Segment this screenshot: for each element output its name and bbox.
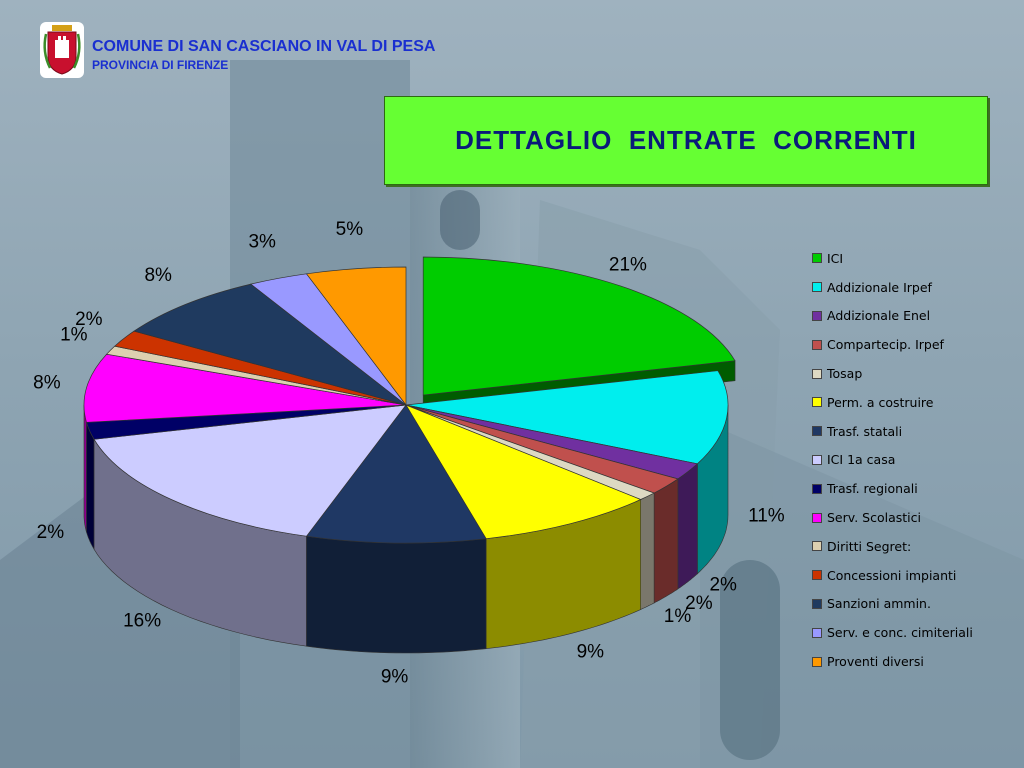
legend-swatch-0 xyxy=(812,253,822,264)
pie-label-2: 2% xyxy=(709,574,737,595)
legend-label-8: Trasf. regionali xyxy=(827,481,918,497)
legend-swatch-6 xyxy=(812,426,822,437)
legend-label-7: ICI 1a casa xyxy=(827,452,896,468)
legend-swatch-10 xyxy=(812,541,822,552)
title-box: DETTAGLIO ENTRATE CORRENTI xyxy=(384,96,988,185)
legend-item-5: Perm. a costruire xyxy=(812,388,973,417)
pie-label-14: 5% xyxy=(336,219,364,240)
legend-swatch-13 xyxy=(812,627,822,638)
pie-slice-12 xyxy=(133,283,407,406)
pie-side-9 xyxy=(83,405,87,533)
org-province: PROVINCIA DI FIRENZE xyxy=(92,58,229,72)
pie-slice-9 xyxy=(83,353,407,423)
legend-swatch-8 xyxy=(812,483,822,494)
legend-label-4: Tosap xyxy=(827,366,863,382)
legend-swatch-9 xyxy=(812,512,822,523)
legend-label-3: Compartecip. Irpef xyxy=(827,337,944,353)
legend-item-9: Serv. Scolastici xyxy=(812,503,973,532)
legend-label-11: Concessioni impianti xyxy=(827,567,957,583)
pie-slice-0 xyxy=(422,256,736,396)
legend-item-2: Addizionale Enel xyxy=(812,302,973,331)
pie-side-3 xyxy=(653,478,679,604)
legend-swatch-4 xyxy=(812,368,822,379)
legend-item-4: Tosap xyxy=(812,359,973,388)
legend-label-6: Trasf. statali xyxy=(827,423,903,439)
legend-item-8: Trasf. regionali xyxy=(812,474,973,503)
legend-swatch-3 xyxy=(812,339,822,350)
pie-side-8 xyxy=(86,422,95,551)
legend-item-12: Sanzioni ammin. xyxy=(812,590,973,619)
pie-label-3: 2% xyxy=(685,593,713,614)
legend-item-13: Serv. e conc. cimiteriali xyxy=(812,618,973,647)
pie-label-10: 1% xyxy=(60,324,88,345)
pie-label-9: 8% xyxy=(33,373,61,394)
legend-label-12: Sanzioni ammin. xyxy=(827,596,931,612)
pie-slice-1 xyxy=(405,370,729,465)
legend-label-0: ICI xyxy=(827,250,844,266)
legend-label-13: Serv. e conc. cimiteriali xyxy=(827,625,973,641)
legend-label-14: Proventi diversi xyxy=(827,654,924,670)
pie-slice-5 xyxy=(405,404,642,540)
legend-item-0: ICI xyxy=(812,244,973,273)
pie-label-12: 8% xyxy=(144,265,172,286)
legend-item-1: Addizionale Irpef xyxy=(812,273,973,302)
pie-label-11: 2% xyxy=(75,309,103,330)
chart-title: DETTAGLIO ENTRATE CORRENTI xyxy=(455,125,917,155)
pie-label-5: 9% xyxy=(577,642,605,663)
pie-label-6: 9% xyxy=(381,666,409,687)
org-name: COMUNE DI SAN CASCIANO IN VAL DI PESA xyxy=(92,38,436,55)
legend-swatch-5 xyxy=(812,397,822,408)
legend-item-11: Concessioni impianti xyxy=(812,561,973,590)
legend-label-9: Serv. Scolastici xyxy=(827,510,921,526)
pie-slice-7 xyxy=(93,404,407,537)
legend-item-14: Proventi diversi xyxy=(812,647,973,676)
legend-swatch-12 xyxy=(812,598,822,609)
legend-item-10: Diritti Segret: xyxy=(812,532,973,561)
chart-legend: ICI Addizionale Irpef Addizionale Enel Comp… xyxy=(812,244,973,676)
legend-swatch-14 xyxy=(812,656,822,667)
legend-label-1: Addizionale Irpef xyxy=(827,279,932,295)
legend-item-6: Trasf. statali xyxy=(812,417,973,446)
pie-label-4: 1% xyxy=(664,606,692,627)
pie-side-6 xyxy=(306,535,487,654)
legend-swatch-1 xyxy=(812,282,822,293)
legend-item-3: Compartecip. Irpef xyxy=(812,330,973,359)
legend-swatch-2 xyxy=(812,310,822,321)
pie-label-7: 16% xyxy=(123,610,161,631)
legend-swatch-11 xyxy=(812,570,822,581)
pie-slice-14 xyxy=(305,266,407,407)
pie-label-1: 11% xyxy=(748,505,785,526)
pie-side-4 xyxy=(640,492,655,610)
pie-label-0: 21% xyxy=(609,254,647,275)
legend-label-2: Addizionale Enel xyxy=(827,308,931,324)
pie-label-13: 3% xyxy=(248,232,276,253)
legend-label-10: Diritti Segret: xyxy=(827,538,912,554)
legend-swatch-7 xyxy=(812,454,822,465)
legend-label-5: Perm. a costruire xyxy=(827,394,934,410)
pie-label-8: 2% xyxy=(37,522,65,543)
crest-logo xyxy=(40,22,84,78)
legend-item-7: ICI 1a casa xyxy=(812,446,973,475)
pie-slice-6 xyxy=(305,404,487,544)
pie-side-2 xyxy=(677,463,698,590)
